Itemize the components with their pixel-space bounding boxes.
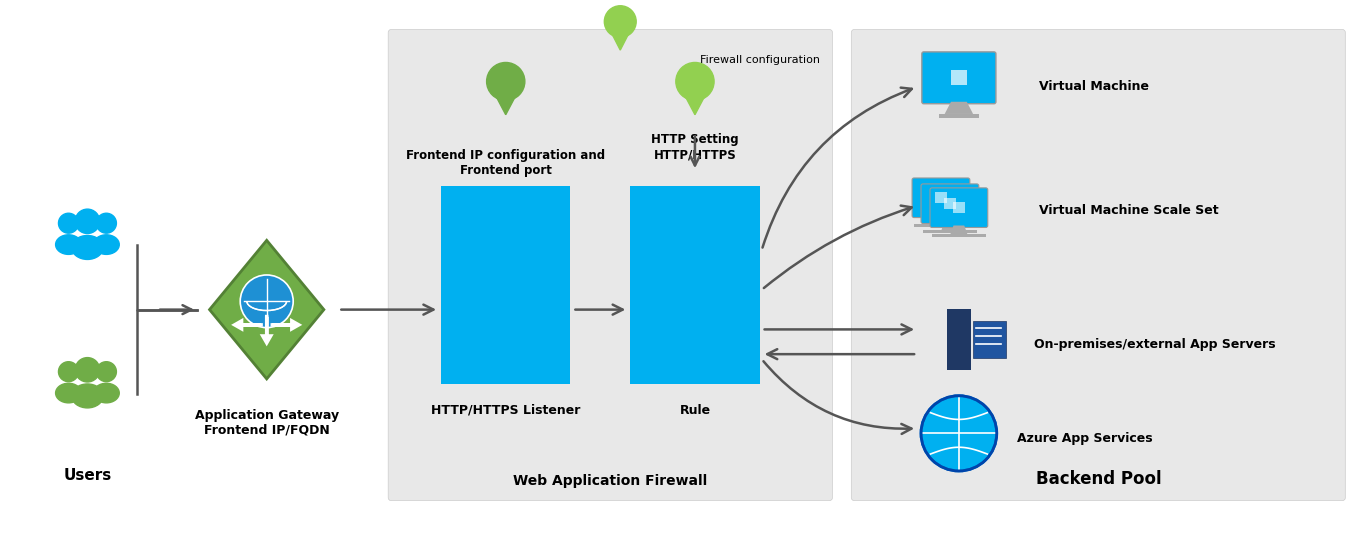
Text: Application Gateway
Frontend IP/FQDN: Application Gateway Frontend IP/FQDN — [194, 409, 338, 437]
FancyBboxPatch shape — [930, 188, 988, 227]
Bar — [939, 114, 979, 118]
Ellipse shape — [56, 383, 81, 403]
Circle shape — [96, 362, 116, 381]
FancyArrow shape — [272, 321, 298, 329]
Circle shape — [59, 362, 78, 381]
Polygon shape — [932, 216, 950, 225]
FancyBboxPatch shape — [389, 29, 832, 501]
Ellipse shape — [56, 235, 81, 255]
Text: Firewall configuration: Firewall configuration — [700, 55, 820, 65]
FancyBboxPatch shape — [852, 29, 1346, 501]
Text: Backend Pool: Backend Pool — [1035, 470, 1161, 488]
Circle shape — [59, 213, 78, 233]
FancyBboxPatch shape — [935, 192, 947, 203]
FancyBboxPatch shape — [921, 52, 995, 104]
Text: Web Application Firewall: Web Application Firewall — [513, 474, 708, 488]
Circle shape — [604, 6, 637, 38]
Polygon shape — [493, 90, 519, 115]
FancyBboxPatch shape — [953, 202, 965, 214]
FancyBboxPatch shape — [947, 309, 971, 370]
FancyBboxPatch shape — [921, 184, 979, 223]
Ellipse shape — [93, 383, 119, 403]
Circle shape — [75, 209, 100, 233]
Text: Users: Users — [63, 468, 111, 483]
FancyBboxPatch shape — [951, 70, 967, 86]
Text: Rule: Rule — [679, 404, 711, 416]
Circle shape — [921, 396, 997, 471]
Text: Virtual Machine: Virtual Machine — [1039, 81, 1149, 93]
Text: On-premises/external App Servers: On-premises/external App Servers — [1034, 338, 1275, 351]
Circle shape — [240, 275, 293, 328]
Polygon shape — [950, 226, 968, 234]
Circle shape — [96, 213, 116, 233]
FancyArrow shape — [234, 321, 261, 329]
Ellipse shape — [71, 235, 103, 259]
Bar — [923, 231, 977, 233]
Text: Azure App Services: Azure App Services — [1017, 432, 1153, 445]
FancyArrow shape — [263, 317, 271, 343]
Polygon shape — [682, 90, 708, 115]
Polygon shape — [942, 221, 958, 231]
FancyBboxPatch shape — [912, 178, 969, 217]
Circle shape — [676, 63, 715, 100]
FancyBboxPatch shape — [973, 321, 1006, 358]
Text: HTTP Setting
HTTP/HTTPS: HTTP Setting HTTP/HTTPS — [652, 134, 739, 161]
Bar — [932, 234, 986, 237]
Text: HTTP/HTTPS Listener: HTTP/HTTPS Listener — [431, 404, 580, 416]
Bar — [630, 186, 760, 384]
Bar — [914, 225, 968, 227]
Ellipse shape — [93, 235, 119, 255]
Text: Virtual Machine Scale Set: Virtual Machine Scale Set — [1039, 204, 1218, 217]
Circle shape — [75, 358, 100, 382]
Circle shape — [486, 63, 524, 100]
Bar — [441, 186, 571, 384]
FancyBboxPatch shape — [945, 198, 956, 209]
Polygon shape — [209, 240, 324, 379]
Ellipse shape — [71, 384, 103, 408]
Polygon shape — [945, 102, 973, 114]
Polygon shape — [609, 29, 631, 50]
Text: Frontend IP configuration and
Frontend port: Frontend IP configuration and Frontend p… — [407, 149, 605, 177]
